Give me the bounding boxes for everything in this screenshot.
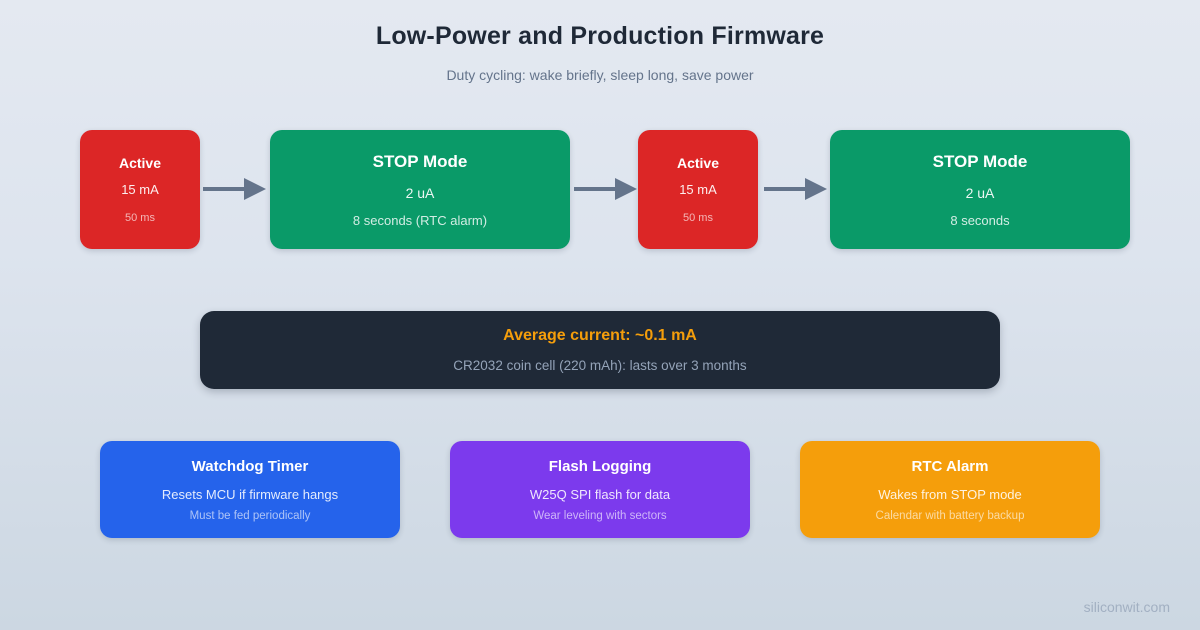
card-description: Resets MCU if firmware hangs xyxy=(161,486,339,502)
card-title: RTC Alarm xyxy=(911,457,989,475)
card-description: W25Q SPI flash for data xyxy=(529,486,671,502)
flow-node-active-2: Active 15 mA 50 ms xyxy=(638,130,758,249)
node-current: 2 uA xyxy=(965,184,995,201)
average-current-panel: Average current: ~0.1 mA CR2032 coin cel… xyxy=(200,311,1000,389)
flow-node-active-1: Active 15 mA 50 ms xyxy=(80,130,200,249)
node-title: Active xyxy=(676,155,720,171)
card-title: Watchdog Timer xyxy=(191,457,309,475)
card-title: Flash Logging xyxy=(548,457,652,475)
card-note: Must be fed periodically xyxy=(189,509,311,522)
flow-node-stop-2: STOP Mode 2 uA 8 seconds xyxy=(830,130,1130,249)
arrow-line xyxy=(574,187,615,191)
arrow-line xyxy=(203,187,244,191)
node-duration: 8 seconds (RTC alarm) xyxy=(352,212,488,228)
average-current-headline: Average current: ~0.1 mA xyxy=(503,327,697,344)
flow-arrow xyxy=(203,178,266,200)
site-watermark: siliconwit.com xyxy=(1083,599,1170,615)
node-current: 15 mA xyxy=(121,182,159,197)
node-duration: 8 seconds xyxy=(950,212,1010,228)
node-title: STOP Mode xyxy=(932,151,1028,171)
card-description: Wakes from STOP mode xyxy=(878,486,1022,502)
arrow-head-icon xyxy=(244,178,266,200)
arrow-head-icon xyxy=(805,178,827,200)
feature-card-rtc-alarm: RTC Alarm Wakes from STOP mode Calendar … xyxy=(800,441,1100,538)
flow-arrow xyxy=(574,178,637,200)
node-title: Active xyxy=(118,155,162,171)
node-current: 15 mA xyxy=(679,182,717,197)
node-current: 2 uA xyxy=(405,184,435,201)
page-title: Low-Power and Production Firmware xyxy=(375,22,825,50)
card-note: Calendar with battery backup xyxy=(875,509,1025,522)
flow-arrow xyxy=(764,178,827,200)
flow-node-stop-1: STOP Mode 2 uA 8 seconds (RTC alarm) xyxy=(270,130,570,249)
node-title: STOP Mode xyxy=(372,151,468,171)
battery-life-detail: CR2032 coin cell (220 mAh): lasts over 3… xyxy=(453,358,747,373)
feature-card-flash-logging: Flash Logging W25Q SPI flash for data We… xyxy=(450,441,750,538)
node-duration: 50 ms xyxy=(683,212,713,224)
arrow-head-icon xyxy=(615,178,637,200)
arrow-line xyxy=(764,187,805,191)
feature-card-watchdog-timer: Watchdog Timer Resets MCU if firmware ha… xyxy=(100,441,400,538)
node-duration: 50 ms xyxy=(125,212,155,224)
page-subtitle: Duty cycling: wake briefly, sleep long, … xyxy=(446,67,754,83)
card-note: Wear leveling with sectors xyxy=(533,509,667,522)
